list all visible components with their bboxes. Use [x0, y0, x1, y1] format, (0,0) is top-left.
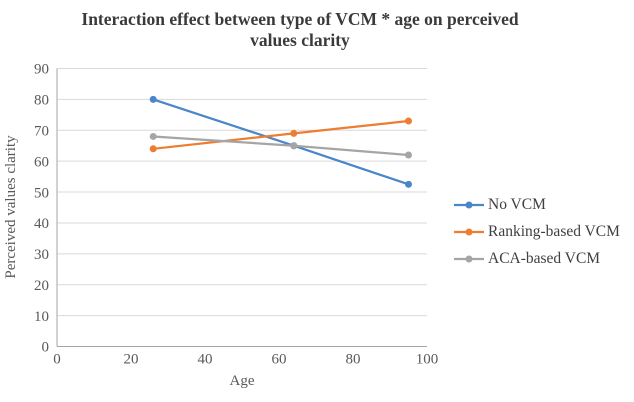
y-tick-label: 10: [34, 309, 49, 325]
y-axis-title: Perceived values clarity: [3, 135, 19, 279]
y-tick-label: 40: [34, 216, 49, 232]
x-axis-title: Age: [229, 373, 255, 389]
y-tick-label: 70: [34, 123, 49, 139]
legend-item-ranking-based-vcm: Ranking-based VCM: [454, 218, 620, 245]
data-point-marker: [405, 151, 412, 159]
y-tick-label: 80: [34, 93, 49, 109]
chart-legend: No VCM Ranking-based VCM ACA-based VCM: [454, 191, 620, 272]
y-tick-label: 20: [34, 278, 49, 294]
y-tick-label: 60: [34, 154, 49, 170]
line-marker-swatch-icon: [454, 201, 484, 208]
data-point-marker: [149, 145, 157, 153]
x-tick-label: 80: [346, 352, 361, 368]
y-tick-label: 50: [34, 185, 49, 201]
line-marker-swatch-icon: [454, 228, 484, 235]
series-line: [152, 98, 410, 186]
data-point-marker: [290, 142, 298, 150]
data-point-marker: [405, 180, 412, 188]
x-tick-label: 0: [53, 352, 61, 368]
line-marker-swatch-icon: [454, 255, 484, 262]
y-tick-label: 0: [42, 340, 50, 356]
legend-item-no-vcm: No VCM: [454, 191, 620, 218]
data-point-marker: [405, 117, 412, 125]
legend-item-label: No VCM: [488, 195, 546, 213]
x-tick-label: 20: [124, 352, 139, 368]
data-point-marker: [149, 132, 157, 140]
x-tick-label: 60: [272, 352, 287, 368]
x-tick-label: 100: [416, 352, 439, 368]
y-tick-label: 90: [34, 62, 49, 78]
legend-item-label: Ranking-based VCM: [488, 222, 620, 240]
x-tick-label: 40: [198, 352, 213, 368]
chart-title-line-2: values clarity: [250, 30, 350, 50]
legend-item-aca-based-vcm: ACA-based VCM: [454, 245, 620, 272]
chart-title: Interaction effect between type of VCM *…: [0, 9, 600, 51]
y-tick-label: 30: [34, 247, 49, 263]
data-point-marker: [290, 129, 298, 137]
legend-item-label: ACA-based VCM: [488, 249, 601, 267]
data-point-marker: [149, 95, 157, 103]
chart-title-line-1: Interaction effect between type of VCM *…: [81, 9, 519, 29]
